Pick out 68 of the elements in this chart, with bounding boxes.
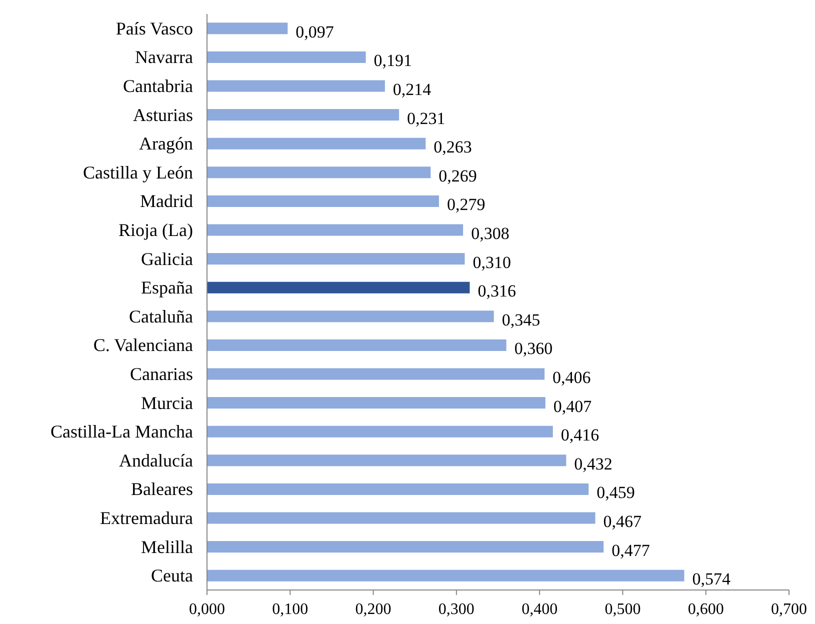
bar <box>207 426 553 438</box>
bar <box>207 22 288 34</box>
y-tick-label: España <box>141 278 194 298</box>
data-label: 0,279 <box>446 195 486 214</box>
data-label: 0,477 <box>612 540 650 560</box>
bar <box>207 570 684 582</box>
y-tick-label: Castilla-La Mancha <box>50 422 193 442</box>
bar <box>207 253 465 265</box>
bar <box>207 138 426 150</box>
x-tick-label: 0,600 <box>688 601 724 618</box>
data-label: 0,574 <box>692 570 731 589</box>
y-tick-label: Melilla <box>141 536 193 557</box>
bar <box>207 368 545 380</box>
y-tick-label: Extremadura <box>100 508 194 528</box>
data-label: 0,432 <box>574 454 612 474</box>
bar <box>207 195 439 207</box>
y-tick-label: Rioja (La) <box>118 220 193 240</box>
data-label: 0,406 <box>552 368 591 387</box>
data-label: 0,360 <box>514 339 553 358</box>
bar <box>207 282 470 294</box>
x-tick-label: 0,000 <box>189 601 225 618</box>
y-tick-label: Navarra <box>135 47 193 68</box>
x-tick-label: 0,400 <box>522 601 558 618</box>
y-tick-label: Baleares <box>131 479 193 500</box>
x-tick-label: 0,500 <box>604 601 641 618</box>
bar <box>207 51 366 63</box>
data-label: 0,097 <box>296 22 334 42</box>
bar <box>207 397 546 409</box>
data-label: 0,231 <box>407 108 446 128</box>
data-label: 0,345 <box>502 310 540 330</box>
bar <box>207 339 506 351</box>
data-label: 0,407 <box>553 396 592 416</box>
data-label: 0,459 <box>596 483 635 502</box>
x-tick-label: 0,100 <box>272 601 308 618</box>
y-tick-label: C. Valenciana <box>93 335 194 356</box>
y-tick-label: País Vasco <box>116 18 193 38</box>
y-tick-label: Canarias <box>130 364 193 384</box>
y-tick-label: Cantabria <box>123 76 193 96</box>
bar <box>207 483 589 495</box>
bar <box>207 541 604 553</box>
data-label: 0,214 <box>392 80 432 99</box>
y-tick-label: Andalucía <box>119 450 194 470</box>
bar <box>207 109 400 121</box>
bar <box>207 80 385 92</box>
data-label: 0,263 <box>434 138 472 157</box>
y-tick-label: Asturias <box>133 104 193 125</box>
data-label: 0,269 <box>438 166 477 186</box>
y-tick-label: Aragón <box>139 134 193 154</box>
y-tick-label: Ceuta <box>151 566 193 586</box>
y-tick-label: Cataluña <box>129 306 193 326</box>
y-tick-label: Castilla y León <box>83 162 193 182</box>
x-tick-label: 0,300 <box>438 601 474 618</box>
y-tick-label: Galicia <box>141 248 193 269</box>
y-tick-label: Murcia <box>141 392 194 413</box>
bar <box>207 166 431 178</box>
bar <box>207 224 464 236</box>
bar <box>207 310 494 322</box>
bar <box>207 454 566 466</box>
data-label: 0,308 <box>471 224 510 243</box>
y-tick-label: Madrid <box>140 191 193 212</box>
data-label: 0,416 <box>560 426 600 445</box>
x-tick-label: 0,200 <box>355 601 392 618</box>
x-tick-label: 0,700 <box>771 601 807 618</box>
bar <box>207 512 596 524</box>
data-label: 0,191 <box>374 51 412 70</box>
data-label: 0,310 <box>472 252 511 272</box>
data-label: 0,316 <box>478 282 516 301</box>
data-label: 0,467 <box>603 512 642 531</box>
